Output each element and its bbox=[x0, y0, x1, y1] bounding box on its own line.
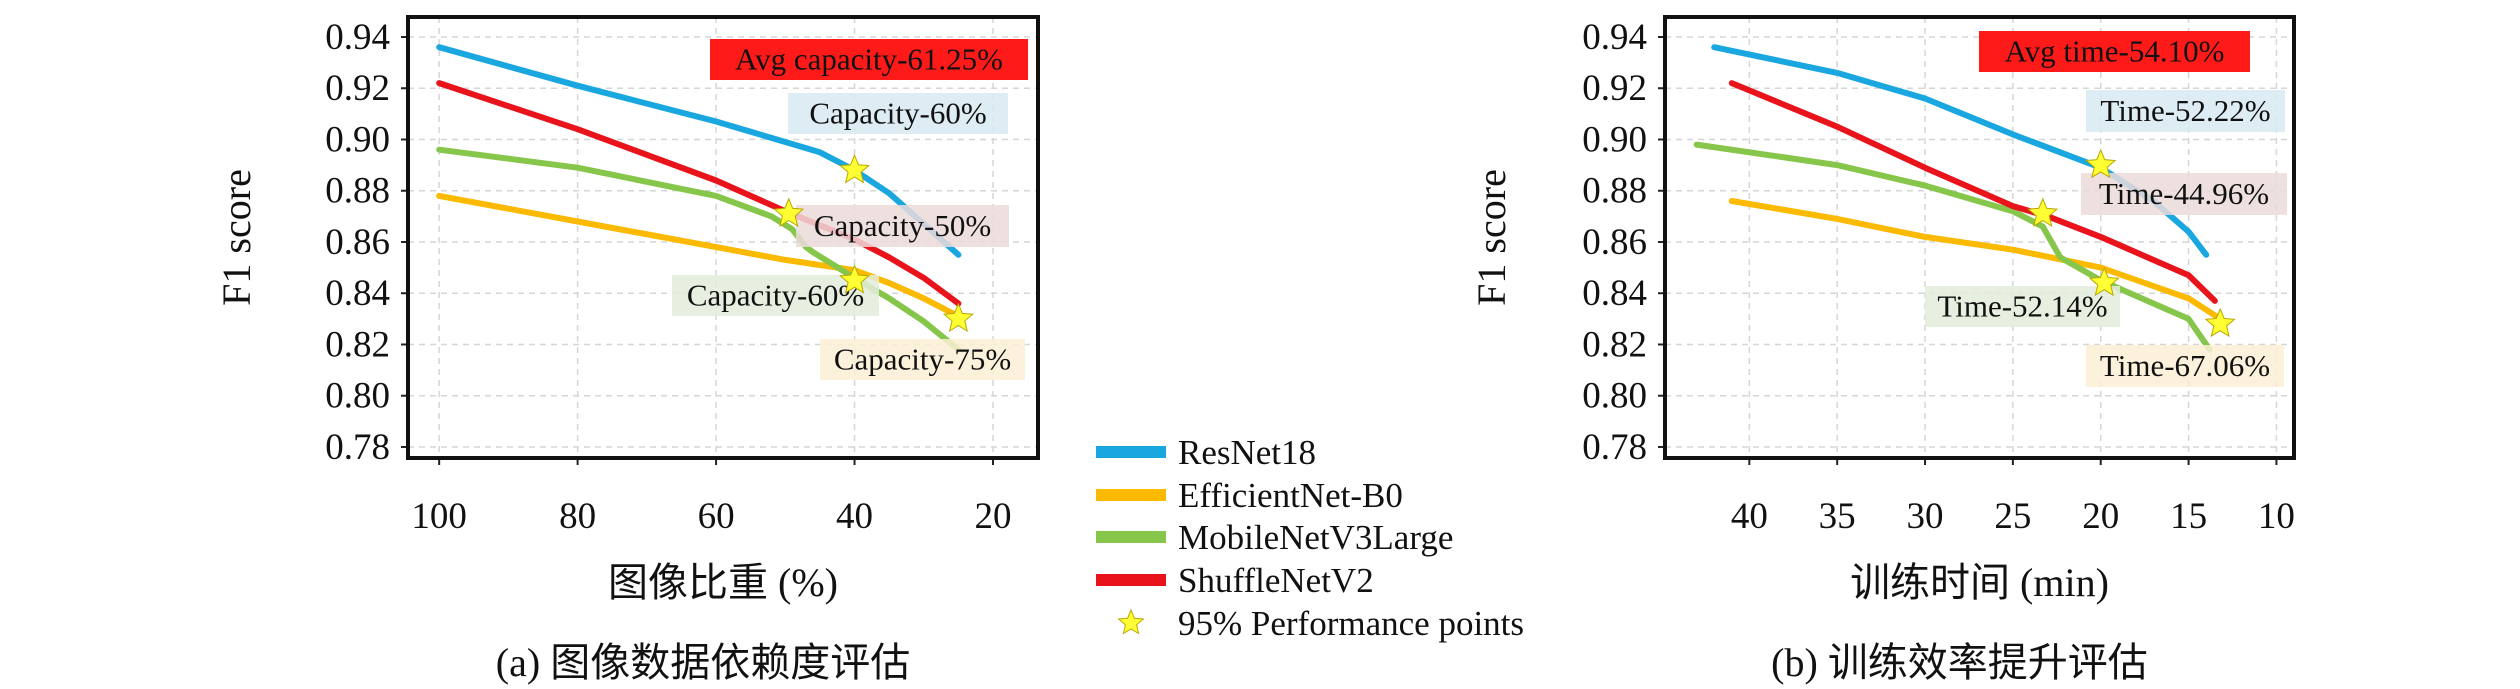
performance-star bbox=[2085, 148, 2117, 179]
y-tick-label: 0.78 bbox=[1582, 427, 1647, 468]
legend-swatch-shufflenetv2 bbox=[1096, 574, 1166, 586]
chart-panel-a: 0.78 0.80 0.82 0.84 0.86 0.88 0.90 0.92 0.94 100 8… bbox=[214, 15, 1040, 685]
y-tick-label: 0.78 bbox=[325, 427, 390, 468]
legend-label: MobileNetV3Large bbox=[1178, 518, 1453, 557]
x-axis-label: 图像比重 (%) bbox=[608, 560, 838, 605]
annotation-label-avg: Avg time-54.10% bbox=[2005, 33, 2225, 68]
y-tick-label: 0.94 bbox=[325, 17, 390, 58]
series-line-efficientnet-b0 bbox=[436, 192, 962, 320]
annotation-label-pink: Time-44.96% bbox=[2099, 176, 2269, 211]
performance-star bbox=[942, 302, 974, 333]
annotation-label-green: Time-52.14% bbox=[1937, 288, 2107, 323]
x-tick-label: 40 bbox=[836, 496, 873, 537]
plot-frame bbox=[406, 15, 1040, 460]
x-tick-label: 15 bbox=[2170, 496, 2207, 537]
chart-panel-b: 0.78 0.80 0.82 0.84 0.86 0.88 0.90 0.92 0.94 40 35… bbox=[1469, 15, 2296, 685]
y-tick-label: 0.88 bbox=[325, 171, 390, 212]
y-tick-label: 0.84 bbox=[325, 273, 390, 314]
annotation-label-avg: Avg capacity-61.25% bbox=[735, 41, 1003, 76]
legend-star-icon bbox=[1117, 608, 1145, 635]
performance-star bbox=[2204, 307, 2236, 338]
annotation-box-blue bbox=[788, 93, 1008, 134]
annotation-box-green bbox=[1925, 286, 2120, 327]
y-axis-label: F1 score bbox=[1469, 169, 1514, 306]
legend-label: ShuffleNetV2 bbox=[1178, 561, 1374, 600]
y-tick-label: 0.94 bbox=[1582, 17, 1647, 58]
y-tick-label: 0.88 bbox=[1582, 171, 1647, 212]
performance-star bbox=[839, 153, 871, 184]
panel-caption: (a) 图像数据依赖度评估 bbox=[496, 640, 910, 685]
annotation-label-orange: Time-67.06% bbox=[2100, 348, 2270, 383]
x-tick-label: 80 bbox=[559, 496, 596, 537]
annotation-label-green: Capacity-60% bbox=[687, 277, 864, 312]
annotation-box-pink bbox=[2081, 173, 2287, 215]
x-tick-label: 35 bbox=[1819, 496, 1856, 537]
series-line-efficientnet-b0 bbox=[1728, 198, 2224, 322]
y-axis-label: F1 score bbox=[214, 169, 259, 306]
legend-swatch-mobilenetv3large bbox=[1096, 531, 1166, 543]
annotation-box-avg bbox=[710, 39, 1028, 80]
series-line-mobilenetv3large bbox=[1693, 141, 2213, 353]
y-tick-label: 0.90 bbox=[1582, 119, 1647, 160]
y-tick-label: 0.84 bbox=[1582, 273, 1647, 314]
performance-star bbox=[839, 264, 871, 294]
panel-caption: (b) 训练效率提升评估 bbox=[1771, 640, 2148, 685]
legend-label: 95% Performance points bbox=[1178, 604, 1524, 643]
performance-star bbox=[2088, 266, 2120, 297]
y-tick-label: 0.80 bbox=[1582, 376, 1647, 417]
legend-swatch-efficientnet-b0 bbox=[1096, 489, 1166, 501]
x-tick-label: 20 bbox=[975, 496, 1012, 537]
y-tick-label: 0.80 bbox=[325, 376, 390, 417]
y-tick-label: 0.92 bbox=[1582, 68, 1647, 109]
y-tick-label: 0.86 bbox=[325, 222, 390, 263]
annotation-box-pink bbox=[796, 205, 1009, 247]
x-axis-label: 训练时间 (min) bbox=[1850, 560, 2109, 605]
performance-star bbox=[2027, 197, 2059, 227]
y-tick-label: 0.92 bbox=[325, 68, 390, 109]
x-tick-label: 40 bbox=[1731, 496, 1768, 537]
x-tick-label: 10 bbox=[2258, 496, 2295, 537]
y-tick-label: 0.90 bbox=[325, 119, 390, 160]
legend-label: ResNet18 bbox=[1178, 433, 1316, 472]
annotation-label-blue: Time-52.22% bbox=[2100, 93, 2270, 128]
x-tick-label: 20 bbox=[2082, 496, 2119, 537]
x-tick-label: 30 bbox=[1907, 496, 1944, 537]
annotation-label-pink: Capacity-50% bbox=[814, 208, 991, 243]
annotation-box-blue bbox=[2086, 90, 2285, 132]
annotation-box-avg bbox=[1979, 31, 2250, 72]
annotation-box-orange bbox=[2086, 345, 2284, 387]
y-tick-label: 0.82 bbox=[325, 324, 390, 365]
annotation-box-green bbox=[672, 275, 879, 316]
y-tick-label: 0.82 bbox=[1582, 324, 1647, 365]
plot-frame bbox=[1663, 15, 2296, 460]
x-tick-label: 25 bbox=[1994, 496, 2031, 537]
x-tick-label: 60 bbox=[698, 496, 735, 537]
performance-star bbox=[773, 197, 805, 227]
y-tick-label: 0.86 bbox=[1582, 222, 1647, 263]
series-line-mobilenetv3large bbox=[436, 146, 962, 353]
x-tick-label: 100 bbox=[411, 496, 467, 537]
legend-swatch-resnet18 bbox=[1096, 446, 1166, 458]
legend-label: EfficientNet-B0 bbox=[1178, 476, 1403, 515]
series-line-resnet18 bbox=[1711, 44, 2210, 258]
annotation-label-orange: Capacity-75% bbox=[834, 341, 1011, 376]
annotation-label-blue: Capacity-60% bbox=[809, 95, 986, 130]
annotation-box-orange bbox=[820, 339, 1025, 380]
